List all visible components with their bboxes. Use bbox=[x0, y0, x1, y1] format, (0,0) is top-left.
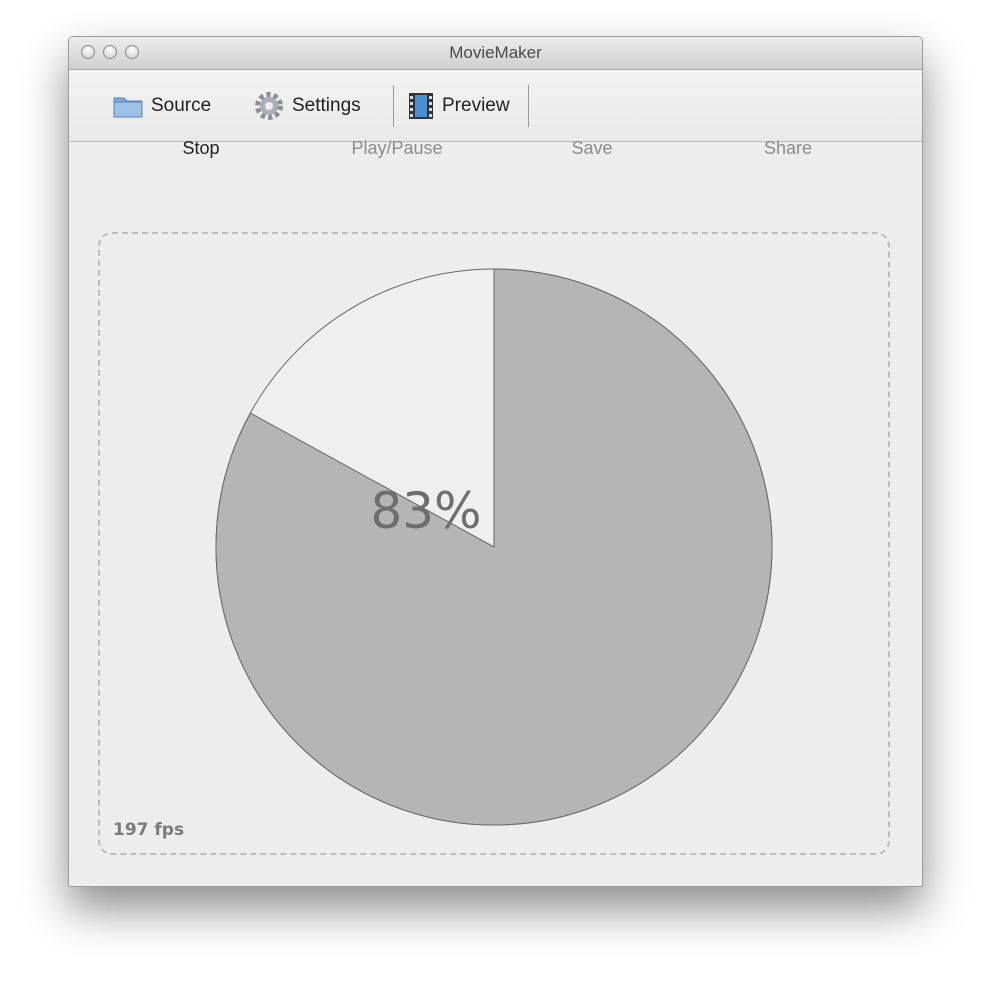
folder-icon bbox=[113, 97, 143, 118]
play-pause-button[interactable]: Play/Pause bbox=[351, 138, 443, 158]
toolbar-source[interactable]: Source bbox=[99, 85, 225, 127]
zoom-button[interactable] bbox=[125, 45, 139, 59]
toolbar-source-label: Source bbox=[151, 95, 212, 116]
stop-button[interactable]: Stop bbox=[182, 138, 220, 158]
pie-progress-slice bbox=[215, 268, 773, 826]
progress-pie bbox=[215, 268, 773, 826]
progress-percent-label: 83% bbox=[370, 482, 482, 540]
toolbar-preview-label: Preview bbox=[442, 95, 510, 116]
gear-icon bbox=[255, 92, 283, 120]
preview-frame bbox=[98, 232, 890, 855]
close-button[interactable] bbox=[81, 45, 95, 59]
window-title: MovieMaker bbox=[449, 43, 542, 62]
toolbar-settings-label: Settings bbox=[292, 95, 361, 116]
save-button[interactable]: Save bbox=[571, 138, 613, 158]
film-icon bbox=[409, 93, 433, 119]
preview-actions: Stop Play/Pause Save Share bbox=[0, 138, 993, 162]
toolbar-settings[interactable]: Settings bbox=[240, 85, 375, 127]
toolbar-preview[interactable]: Preview bbox=[393, 85, 529, 127]
toolbar: Source Settings Preview bbox=[69, 70, 922, 142]
minimize-button[interactable] bbox=[103, 45, 117, 59]
fps-counter: 197 fps bbox=[113, 820, 185, 840]
share-button[interactable]: Share bbox=[763, 138, 813, 158]
title-bar: MovieMaker bbox=[69, 37, 922, 70]
